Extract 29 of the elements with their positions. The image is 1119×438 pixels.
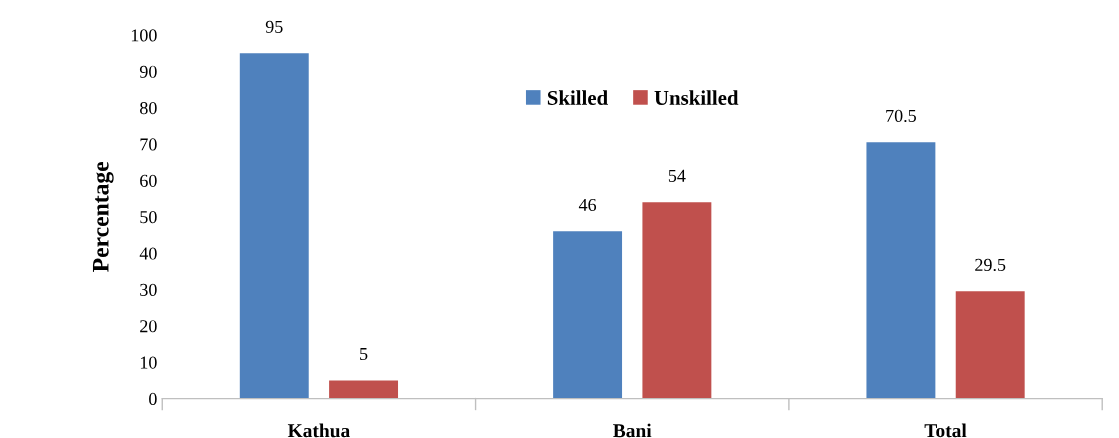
y-tick-label: 80 <box>140 102 157 115</box>
data-label: 5 <box>360 348 368 361</box>
data-label: 70.5 <box>886 109 916 123</box>
y-tick-label: 50 <box>140 211 157 224</box>
bar <box>866 142 936 399</box>
legend-label: Skilled <box>547 90 608 105</box>
y-tick-label: 70 <box>140 138 157 151</box>
x-tick-label: Kathua <box>287 423 350 438</box>
y-tick-label: 10 <box>140 356 157 369</box>
y-tick-label: 100 <box>131 29 157 42</box>
legend-label: Unskilled <box>654 90 739 105</box>
y-tick-label: 90 <box>139 65 157 78</box>
x-tick-label: Bani <box>613 423 652 438</box>
bar <box>642 202 712 399</box>
bar <box>955 291 1025 399</box>
y-tick-label: 30 <box>140 283 157 296</box>
bar <box>239 53 309 399</box>
data-label: 54 <box>668 169 686 182</box>
y-tick-label: 0 <box>149 392 157 406</box>
data-label: 46 <box>578 198 597 212</box>
x-tick-label: Total <box>924 423 967 438</box>
y-tick-label: 60 <box>140 174 157 187</box>
data-label: 29.5 <box>975 258 1006 272</box>
y-axis-title: Percentage <box>92 161 114 272</box>
y-tick-label: 20 <box>140 320 157 333</box>
y-tick-label: 40 <box>139 247 157 260</box>
data-label: 95 <box>265 20 283 33</box>
bar <box>553 231 623 399</box>
bar <box>329 380 399 399</box>
